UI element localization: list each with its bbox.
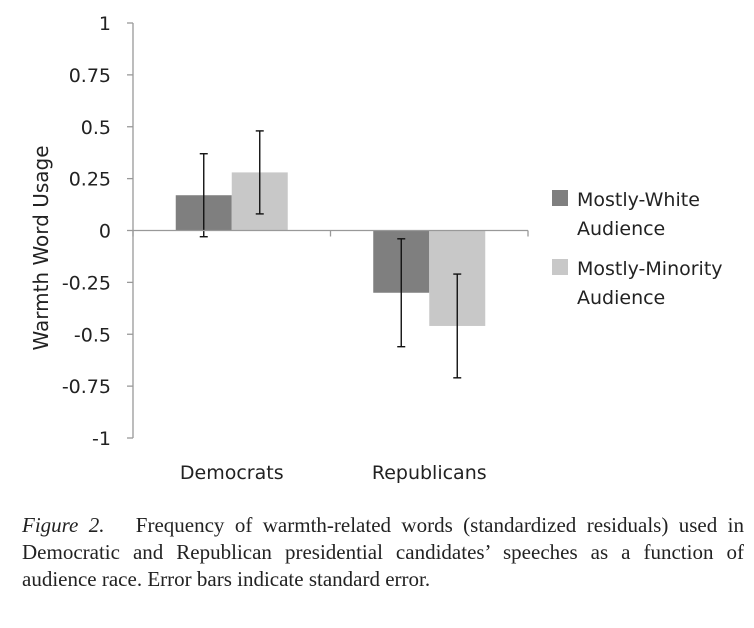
figure-label: Figure 2. — [22, 513, 105, 537]
legend: Mostly-White Audience Mostly-Minority Audie… — [552, 189, 723, 309]
legend-label: Mostly-White — [577, 189, 700, 211]
legend-label: Audience — [577, 287, 665, 309]
x-axis: Democrats Republicans — [132, 229, 529, 484]
error-bars — [199, 130, 462, 379]
caption-text: Frequency of warmth-related words (stand… — [22, 513, 744, 591]
y-tick-label: -0.25 — [62, 272, 111, 294]
legend-swatch — [552, 259, 568, 275]
y-axis: 1 0.75 0.5 0.25 0 -0.25 -0.5 -0.75 -1 — [62, 13, 134, 450]
x-category-label: Democrats — [180, 462, 284, 484]
y-tick-label: 0.75 — [69, 65, 111, 87]
legend-label: Mostly-Minority — [577, 258, 723, 280]
y-tick-label: -1 — [92, 428, 111, 450]
bars — [175, 172, 486, 326]
y-tick-label: 0 — [99, 221, 111, 243]
y-tick-label: 1 — [99, 13, 111, 35]
x-category-label: Republicans — [372, 462, 487, 484]
y-axis-label: Warmth Word Usage — [29, 145, 53, 350]
figure-caption: Figure 2. Frequency of warmth-related wo… — [22, 512, 744, 593]
y-tick-label: -0.5 — [74, 324, 111, 346]
legend-label: Audience — [577, 218, 665, 240]
y-tick-label: 0.25 — [69, 169, 111, 191]
bar-chart: 1 0.75 0.5 0.25 0 -0.25 -0.5 -0.75 -1 Democrats R… — [29, 13, 723, 484]
y-tick-label: 0.5 — [81, 117, 111, 139]
y-tick-label: -0.75 — [62, 376, 111, 398]
legend-swatch — [552, 190, 568, 206]
